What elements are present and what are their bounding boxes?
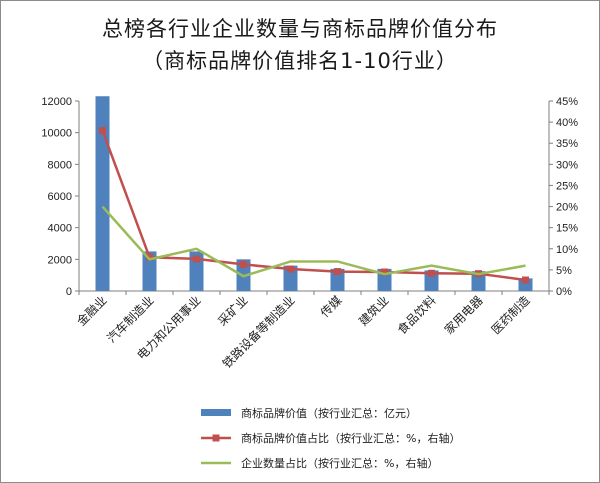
right-tick-label: 25%: [556, 180, 578, 192]
line-marker: [334, 268, 341, 276]
line-marker: [146, 253, 153, 261]
legend-marker: [212, 434, 220, 442]
left-tick-label: 8000: [48, 159, 72, 171]
bar: [142, 251, 157, 291]
category-label: 家用电器: [441, 293, 486, 338]
line-marker: [240, 260, 247, 268]
legend-label: 商标品牌价值（按行业汇总：亿元）: [241, 406, 417, 420]
line-marker: [428, 269, 435, 277]
category-label: 传媒: [317, 293, 345, 321]
legend-label: 企业数量占比（按行业汇总：%，右轴）: [241, 456, 438, 470]
right-tick-label: 10%: [556, 244, 578, 256]
left-tick-label: 10000: [41, 128, 72, 140]
left-tick-label: 6000: [48, 191, 72, 203]
category-label: 医药制造: [489, 293, 533, 337]
chart-subtitle: （商标品牌价值排名1-10行业）: [142, 49, 458, 73]
series-line: [101, 205, 526, 278]
right-tick-label: 15%: [556, 223, 578, 235]
right-tick-label: 5%: [556, 265, 572, 277]
right-tick-label: 30%: [556, 159, 578, 171]
right-tick-label: 20%: [556, 202, 578, 214]
chart-title: 总榜各行业企业数量与商标品牌价值分布: [102, 17, 498, 41]
category-label: 建筑业: [356, 293, 392, 329]
category-label: 食品饮料: [394, 293, 439, 338]
legend-label: 商标品牌价值占比（按行业汇总：%，右轴）: [241, 431, 460, 445]
right-tick-label: 40%: [556, 117, 578, 129]
line-marker: [287, 265, 294, 273]
right-tick-label: 35%: [556, 138, 578, 150]
right-tick-label: 45%: [556, 96, 578, 108]
category-label: 采矿业: [215, 293, 250, 328]
legend-swatch: [201, 409, 231, 416]
right-tick-label: 0%: [556, 286, 572, 298]
left-tick-label: 12000: [41, 96, 72, 108]
category-label: 金融业: [74, 293, 110, 329]
line-marker: [193, 255, 200, 263]
line-marker: [99, 127, 106, 135]
bar: [95, 96, 110, 291]
line-marker: [522, 276, 529, 284]
left-tick-label: 0: [66, 286, 72, 298]
line-marker: [381, 268, 388, 276]
left-tick-label: 4000: [48, 223, 72, 235]
series-line: [101, 130, 526, 282]
left-tick-label: 2000: [48, 254, 72, 266]
